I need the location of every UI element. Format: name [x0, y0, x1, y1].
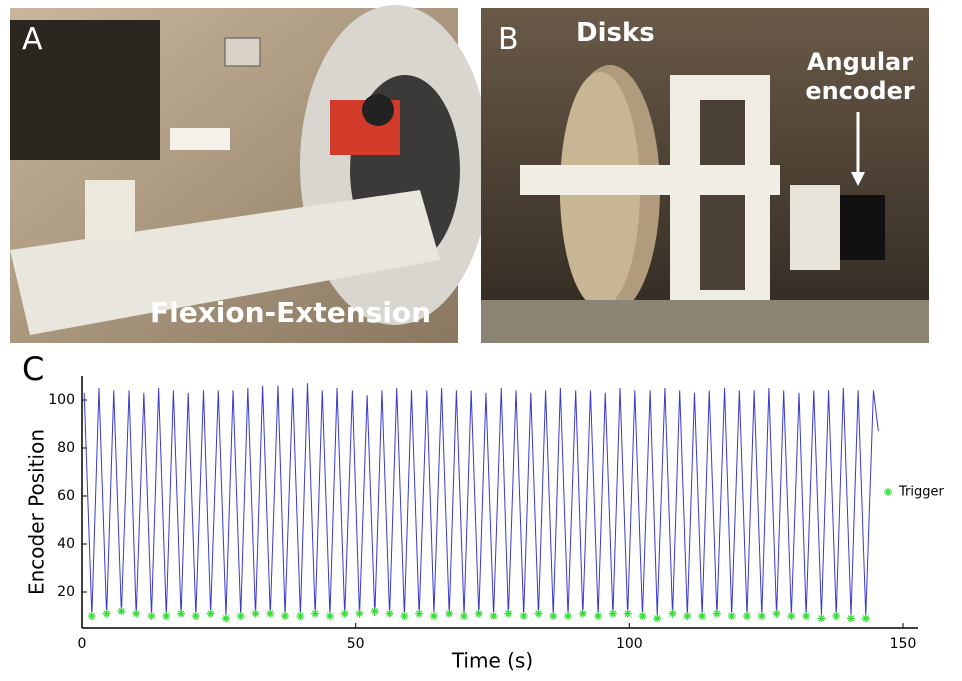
page: {"panels": [ {"label": "A", "caption": "… [0, 0, 962, 681]
trigger-marker [237, 612, 245, 620]
panel-label: A [22, 22, 43, 58]
trigger-marker [326, 612, 334, 620]
trigger-marker [311, 610, 319, 618]
trigger-marker [773, 610, 781, 618]
trigger-marker [222, 614, 230, 622]
panel-label: C [22, 350, 44, 388]
chart: 20 40 60 80 100 0 50 100 150 Time (s) Encoder Posi… [25, 376, 945, 673]
photo-a [10, 5, 490, 343]
trigger-marker [817, 614, 825, 622]
legend-label: Trigger [898, 485, 944, 500]
x-tick-label: 0 [78, 636, 87, 652]
trigger-marker [713, 610, 721, 618]
trigger-marker [862, 614, 870, 622]
trigger-marker [669, 610, 677, 618]
trigger-marker [549, 612, 557, 620]
trigger-marker [832, 612, 840, 620]
trigger-marker [520, 612, 528, 620]
trigger-marker [355, 610, 363, 618]
trigger-marker [624, 610, 632, 618]
encoder-line [84, 383, 878, 616]
trigger-marker [415, 610, 423, 618]
trigger-marker [802, 612, 810, 620]
trigger-marker [296, 612, 304, 620]
x-axis-label: Time (s) [451, 649, 533, 673]
trigger-marker [132, 610, 140, 618]
trigger-marker [743, 612, 751, 620]
trigger-marker [728, 612, 736, 620]
annotation: Angular encoder [790, 48, 930, 106]
trigger-marker [177, 610, 185, 618]
trigger-marker [192, 612, 200, 620]
trigger-marker [758, 612, 766, 620]
trigger-marker [281, 612, 289, 620]
trigger-marker [430, 612, 438, 620]
trigger-marker [594, 612, 602, 620]
trigger-marker [148, 612, 156, 620]
trigger-marker [371, 607, 379, 615]
trigger-marker [266, 610, 274, 618]
trigger-marker [445, 610, 453, 618]
x-tick-label: 50 [347, 636, 365, 652]
panel-label: B [498, 22, 519, 58]
x-tick-label: 150 [890, 636, 917, 652]
annotation: Disks [576, 18, 655, 49]
y-tick-label: 60 [57, 488, 75, 504]
trigger-marker [564, 612, 572, 620]
x-tick-label: 100 [616, 636, 643, 652]
trigger-marker [460, 612, 468, 620]
trigger-marker [534, 610, 542, 618]
trigger-marker [579, 610, 587, 618]
trigger-marker [653, 614, 661, 622]
y-tick-label: 80 [57, 440, 75, 456]
trigger-marker [475, 610, 483, 618]
trigger-marker [504, 610, 512, 618]
y-axis-label: Encoder Position [25, 429, 49, 595]
trigger-marker [698, 612, 706, 620]
trigger-marker [787, 612, 795, 620]
trigger-marker [252, 610, 260, 618]
trigger-marker [162, 612, 170, 620]
trigger-marker [88, 612, 96, 620]
trigger-marker [683, 612, 691, 620]
trigger-marker [490, 612, 498, 620]
y-tick-label: 40 [57, 536, 75, 552]
caption: Flexion-Extension [150, 296, 431, 330]
trigger-marker [400, 612, 408, 620]
y-tick-label: 100 [48, 392, 75, 408]
trigger-marker [638, 612, 646, 620]
legend-marker [884, 488, 892, 496]
trigger-marker [341, 610, 349, 618]
trigger-marker [103, 610, 111, 618]
trigger-marker [117, 607, 125, 615]
y-tick-label: 20 [57, 584, 75, 600]
trigger-marker [847, 614, 855, 622]
trigger-marker [207, 610, 215, 618]
trigger-marker [386, 610, 394, 618]
trigger-marker [609, 610, 617, 618]
